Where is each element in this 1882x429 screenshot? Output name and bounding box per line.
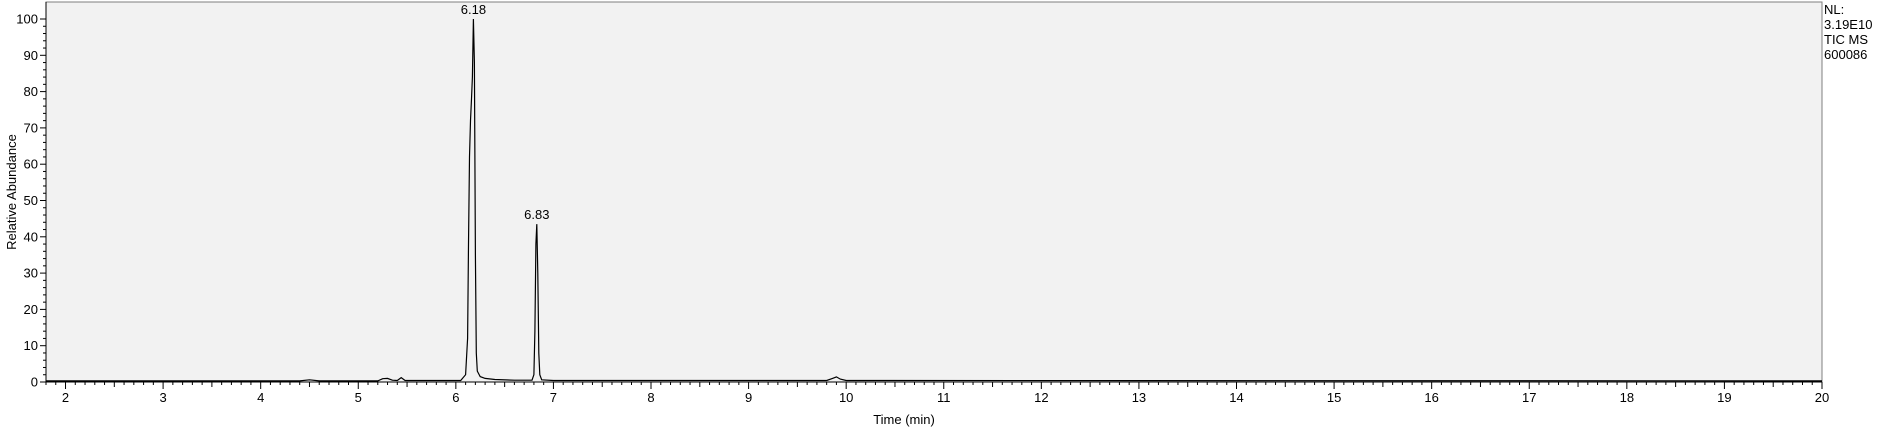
- x-tick-label: 18: [1620, 390, 1634, 405]
- y-tick-label: 70: [24, 120, 38, 135]
- x-tick-label: 3: [159, 390, 166, 405]
- x-axis-title: Time (min): [873, 412, 935, 427]
- info-line: 3.19E10: [1824, 17, 1872, 32]
- x-tick-label: 10: [839, 390, 853, 405]
- info-line: TIC MS: [1824, 32, 1868, 47]
- peak-label: 6.83: [524, 207, 549, 222]
- x-tick-label: 5: [355, 390, 362, 405]
- tic-trace: [46, 18, 1823, 382]
- x-axis-ticks: 2 3 4 5 6 7 8 9 10 11 12 13 14 15 16 17 18 19 20: [45, 381, 1829, 405]
- x-tick-label: 14: [1229, 390, 1243, 405]
- x-tick-label: 2: [62, 390, 69, 405]
- x-tick-label: 11: [937, 390, 951, 405]
- info-line: 600086: [1824, 47, 1867, 62]
- y-tick-label: 30: [24, 266, 38, 281]
- y-axis-title: Relative Abundance: [4, 134, 19, 250]
- y-tick-label: 20: [24, 302, 38, 317]
- x-tick-label: 15: [1327, 390, 1341, 405]
- x-tick-label: 9: [745, 390, 752, 405]
- x-tick-label: 13: [1132, 390, 1146, 405]
- peak-labels: 6.18 6.83: [461, 2, 550, 222]
- x-tick-label: 12: [1034, 390, 1048, 405]
- plot-area: [45, 1, 1823, 383]
- x-tick-label: 17: [1522, 390, 1536, 405]
- peak-label: 6.18: [461, 2, 486, 17]
- y-tick-label: 90: [24, 48, 38, 63]
- info-line: NL:: [1824, 2, 1844, 17]
- y-tick-label: 10: [24, 338, 38, 353]
- x-tick-label: 7: [550, 390, 557, 405]
- x-tick-label: 6: [452, 390, 459, 405]
- x-tick-label: 4: [257, 390, 264, 405]
- x-tick-label: 19: [1717, 390, 1731, 405]
- y-tick-label: 60: [24, 157, 38, 172]
- x-tick-label: 8: [647, 390, 654, 405]
- y-axis-ticks: 0 10 20 30 40 50 60 70 80 90 100: [16, 2, 47, 390]
- y-tick-label: 100: [16, 12, 38, 27]
- y-tick-label: 80: [24, 84, 38, 99]
- x-tick-label: 16: [1424, 390, 1438, 405]
- y-tick-label: 50: [24, 193, 38, 208]
- y-tick-label: 0: [31, 375, 38, 390]
- y-tick-label: 40: [24, 229, 38, 244]
- x-tick-label: 20: [1815, 390, 1829, 405]
